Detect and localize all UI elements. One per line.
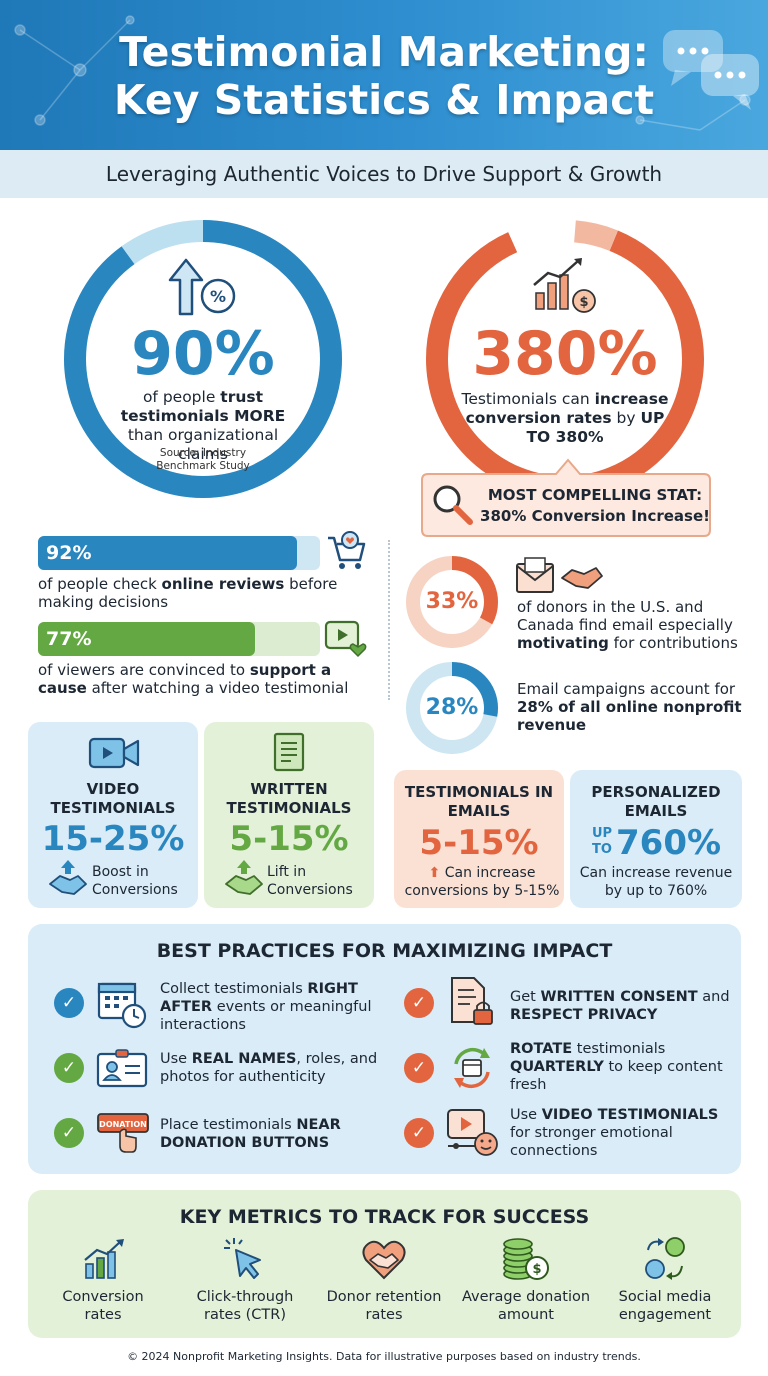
personalized-emails-desc: Can increase revenue by up to 760%	[579, 865, 733, 899]
email-testimonials-card	[394, 770, 564, 908]
heart-handshake-icon	[362, 1240, 406, 1280]
svg-text:$: $	[579, 295, 588, 310]
personalized-emails-value: 760%	[616, 823, 722, 863]
cursor-click-icon	[224, 1238, 261, 1279]
svg-text:DONATION: DONATION	[99, 1120, 147, 1129]
video-testimonials-title: VIDEO TESTIMONIALS	[50, 780, 176, 817]
arrow-up-percent-icon: %	[168, 258, 236, 316]
id-badge-icon	[96, 1049, 148, 1088]
video-testimonials-desc: Boost in Conversions	[92, 864, 178, 898]
svg-text:$: $	[532, 1262, 541, 1277]
metric-social: Social media engagement	[618, 1289, 712, 1323]
email-testimonials-desc: ⬆ Can increase conversions by 5-15%	[404, 865, 560, 899]
calendar-clock-icon	[97, 982, 147, 1029]
check-icon: ✓	[404, 1053, 434, 1083]
practice-collect: Collect testimonials RIGHT AFTER events …	[160, 981, 372, 1033]
email-revenue-value: 28%	[425, 695, 479, 720]
bar-chart-arrow-icon	[84, 1239, 124, 1279]
trust-value: 90%	[131, 319, 275, 389]
written-testimonials-desc: Lift in Conversions	[267, 864, 353, 898]
footer: © 2024 Nonprofit Marketing Insights. Dat…	[127, 1350, 641, 1363]
magnifier-icon	[433, 485, 473, 525]
online-reviews-bar: 92%	[38, 536, 298, 570]
personalized-emails-title: PERSONALIZED EMAILS	[591, 783, 721, 820]
envelope-handshake-icon	[516, 557, 603, 593]
divider	[388, 540, 390, 700]
personalized-emails-card	[570, 770, 742, 908]
donate-button-icon: DONATION	[97, 1113, 149, 1153]
video-play-smile-icon	[447, 1109, 498, 1156]
metric-ctr: Click-through rates (CTR)	[196, 1289, 294, 1323]
trust-ring	[64, 220, 342, 498]
email-revenue-description: Email campaigns account for 28% of all o…	[517, 680, 742, 734]
conversion-description: Testimonials can increase conversion rat…	[461, 390, 669, 446]
video-testimonial-bar: 77%	[38, 622, 256, 656]
page-title: Testimonial Marketing: Key Statistics & …	[113, 28, 655, 124]
check-icon: ✓	[404, 1118, 434, 1148]
video-heart-icon	[324, 620, 367, 658]
check-icon: ✓	[404, 988, 434, 1018]
handshake-arrow-icon	[49, 860, 87, 895]
metric-conversion: Conversion rates	[62, 1289, 144, 1323]
callout-box	[421, 458, 711, 537]
chat-bubbles-icon	[663, 30, 759, 110]
email-testimonials-title: TESTIMONIALS IN EMAILS	[404, 783, 554, 820]
metric-donation-amount: Average donation amount	[461, 1289, 591, 1323]
metric-retention: Donor retention rates	[326, 1289, 442, 1323]
social-share-icon	[645, 1237, 685, 1280]
personalized-emails-prefix: UP TO	[591, 826, 613, 857]
check-icon: ✓	[54, 988, 84, 1018]
svg-text:%: %	[210, 287, 226, 306]
written-testimonials-value: 5-15%	[229, 819, 349, 859]
trust-source: Source: Industry Benchmark Study	[156, 447, 250, 472]
coin-stack-icon: $	[503, 1238, 549, 1280]
video-camera-icon	[88, 737, 140, 769]
practice-near-donation: Place testimonials NEAR DONATION BUTTONS	[160, 1117, 341, 1151]
online-reviews-description: of people check online reviews before ma…	[38, 575, 338, 611]
page-subtitle: Leveraging Authentic Voices to Drive Sup…	[105, 162, 663, 186]
email-revenue-donut	[406, 662, 498, 754]
rotate-calendar-icon	[454, 1047, 490, 1089]
growth-chart-dollar-icon: $	[533, 258, 596, 313]
subtitle-bar	[0, 150, 768, 198]
handshake-arrow-icon	[225, 860, 263, 895]
practice-consent: Get WRITTEN CONSENT and RESPECT PRIVACY	[510, 989, 730, 1023]
callout-text: MOST COMPELLING STAT: 380% Conversion In…	[480, 486, 710, 525]
donor-email-description: of donors in the U.S. and Canada find em…	[517, 598, 738, 652]
practice-real-names: Use REAL NAMES, roles, and photos for au…	[160, 1051, 378, 1085]
best-practices-title: BEST PRACTICES FOR MAXIMIZING IMPACT	[156, 940, 613, 962]
network-pattern-icon	[14, 15, 751, 131]
email-testimonials-value: 5-15%	[419, 823, 539, 863]
video-testimonial-description: of viewers are convinced to support a ca…	[38, 661, 349, 697]
practice-video: Use VIDEO TESTIMONIALS for stronger emot…	[510, 1107, 719, 1159]
donor-email-donut	[406, 556, 498, 648]
check-icon: ✓	[54, 1053, 84, 1083]
arrow-up-icon: ⬆	[428, 865, 441, 881]
donor-email-value: 33%	[425, 589, 479, 614]
header-banner	[0, 0, 768, 150]
written-testimonials-title: WRITTEN TESTIMONIALS	[226, 780, 352, 817]
trust-description: of people trust testimonials MORE than o…	[120, 388, 286, 463]
document-icon	[273, 732, 305, 772]
check-icon: ✓	[54, 1118, 84, 1148]
key-metrics-title: KEY METRICS TO TRACK FOR SUCCESS	[179, 1206, 590, 1228]
shopping-cart-icon	[328, 531, 366, 569]
video-testimonials-value: 15-25%	[41, 819, 185, 859]
conversion-value: 380%	[472, 319, 658, 389]
document-lock-icon	[451, 977, 493, 1025]
practice-rotate: ROTATE testimonials QUARTERLY to keep co…	[510, 1041, 723, 1093]
